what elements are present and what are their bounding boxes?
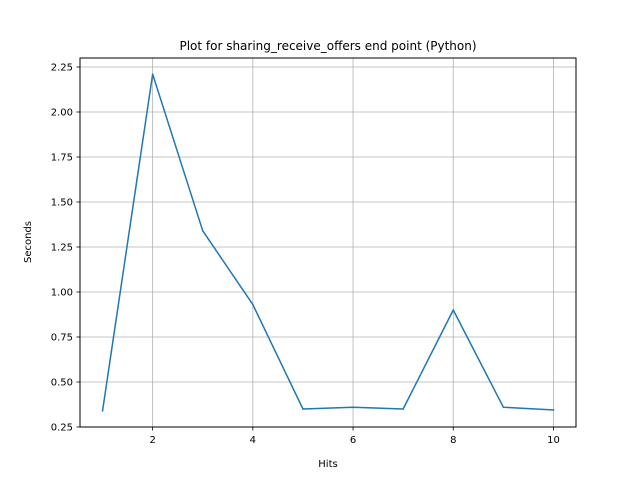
y-axis-label: Seconds [23,221,34,263]
y-tick-label: 2.25 [51,63,73,74]
x-axis-label: Hits [318,459,337,470]
x-tick-label: 2 [149,435,155,446]
y-tick-label: 1.25 [51,243,73,254]
axes-frame [79,57,577,428]
data-point [452,309,455,311]
data-point [502,406,505,408]
y-tick-label: 1.00 [51,288,73,299]
y-tick-label: 0.25 [51,423,73,434]
x-tick-label: 8 [450,435,456,446]
chart-title: Plot for sharing_receive_offers end poin… [179,39,476,53]
tick-marks [76,66,554,431]
data-point [101,410,104,412]
y-tick-label: 1.50 [51,198,73,209]
x-tick-labels: 2 4 6 8 10 [149,435,559,446]
data-point [352,406,354,408]
series-layer [101,73,555,412]
data-point [252,303,254,306]
data-point [302,408,304,410]
data-point [552,409,555,411]
data-point [402,408,404,410]
x-tick-label: 6 [350,435,356,446]
y-tick-label: 2.00 [51,108,73,119]
grid-lines [80,58,576,428]
y-tick-label: 1.75 [51,153,73,164]
series-line [101,73,555,412]
x-tick-label: 10 [547,435,560,446]
data-point [151,73,154,75]
y-tick-label: 0.50 [51,378,73,389]
y-tick-labels: 0.25 0.50 0.75 1.00 1.25 1.50 1.75 2.00 2.25 [51,63,73,434]
x-tick-label: 4 [250,435,256,446]
data-point [201,230,204,232]
y-tick-label: 0.75 [51,333,73,344]
